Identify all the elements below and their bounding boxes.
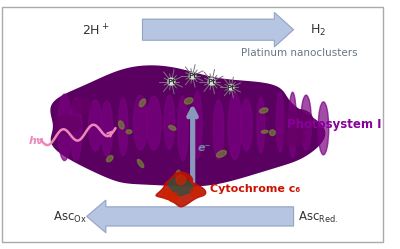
Polygon shape: [87, 200, 294, 233]
Text: Pt: Pt: [188, 73, 197, 79]
Ellipse shape: [72, 98, 92, 114]
Circle shape: [168, 192, 178, 202]
Ellipse shape: [137, 159, 144, 168]
Text: e⁻: e⁻: [197, 143, 211, 153]
Circle shape: [176, 175, 186, 185]
Ellipse shape: [101, 101, 113, 156]
Circle shape: [228, 84, 234, 91]
Circle shape: [190, 187, 200, 197]
Ellipse shape: [118, 98, 128, 156]
Text: Pt: Pt: [227, 85, 235, 91]
Circle shape: [167, 78, 175, 86]
Ellipse shape: [178, 96, 188, 161]
Polygon shape: [156, 172, 206, 207]
Ellipse shape: [283, 129, 304, 146]
Circle shape: [189, 72, 196, 80]
Text: hν: hν: [29, 136, 44, 146]
Text: H$_2$: H$_2$: [310, 23, 326, 38]
Ellipse shape: [184, 98, 193, 104]
Ellipse shape: [88, 100, 102, 151]
Ellipse shape: [257, 97, 265, 153]
Ellipse shape: [228, 93, 242, 160]
Ellipse shape: [176, 170, 180, 180]
Ellipse shape: [270, 130, 275, 135]
Ellipse shape: [164, 95, 175, 149]
Ellipse shape: [54, 115, 81, 135]
Ellipse shape: [139, 99, 146, 107]
Polygon shape: [142, 12, 294, 47]
Ellipse shape: [241, 99, 252, 151]
Ellipse shape: [58, 94, 71, 161]
Text: Platinum nanoclusters: Platinum nanoclusters: [241, 48, 357, 58]
Polygon shape: [51, 66, 325, 186]
Text: Pt: Pt: [167, 79, 176, 85]
Text: Asc$_{\mathregular{Red.}}$: Asc$_{\mathregular{Red.}}$: [298, 210, 339, 225]
Ellipse shape: [276, 92, 284, 152]
Ellipse shape: [126, 130, 132, 134]
Ellipse shape: [106, 156, 113, 162]
Text: Cytochrome c₆: Cytochrome c₆: [210, 184, 300, 193]
Ellipse shape: [318, 102, 329, 155]
Ellipse shape: [216, 150, 226, 157]
Ellipse shape: [169, 125, 176, 130]
Ellipse shape: [261, 130, 268, 133]
Ellipse shape: [284, 110, 313, 131]
Text: Pt: Pt: [208, 79, 216, 85]
Ellipse shape: [213, 100, 224, 160]
Ellipse shape: [301, 95, 312, 150]
Text: Photosystem I: Photosystem I: [287, 119, 381, 131]
Ellipse shape: [133, 95, 148, 150]
Ellipse shape: [289, 92, 296, 158]
Circle shape: [163, 189, 172, 199]
Ellipse shape: [147, 96, 161, 150]
Circle shape: [208, 78, 216, 86]
Text: Asc$_{\mathregular{Ox}}$: Asc$_{\mathregular{Ox}}$: [53, 210, 87, 225]
Polygon shape: [169, 178, 193, 195]
Ellipse shape: [118, 121, 124, 129]
Ellipse shape: [70, 98, 82, 161]
Text: 2H$^+$: 2H$^+$: [82, 23, 110, 38]
Ellipse shape: [260, 108, 268, 113]
Ellipse shape: [192, 91, 202, 159]
